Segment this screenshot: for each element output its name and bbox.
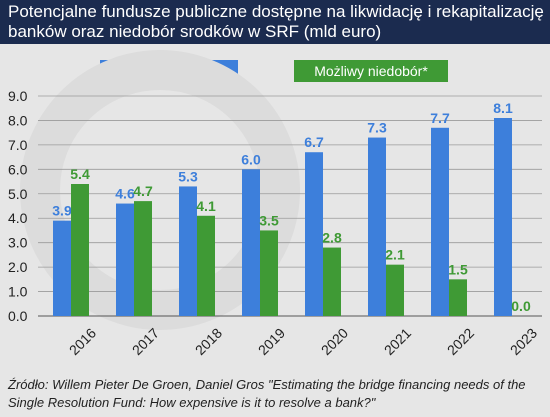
data-label: 8.1 [493,100,513,116]
data-label: 4.7 [133,183,153,199]
y-tick-label: 7.0 [8,137,28,153]
bar [260,230,278,316]
x-tick-label: 2021 [381,325,414,358]
bar [323,247,341,316]
data-label: 2.8 [322,230,342,246]
source-note: Źródło: Willem Pieter De Groen, Daniel G… [8,377,526,410]
bar [449,279,467,316]
data-label: 7.3 [367,120,387,136]
x-tick-label: 2022 [444,325,477,358]
bar [305,152,323,316]
data-label: 6.0 [241,151,261,167]
bar [197,215,215,316]
y-tick-label: 3.0 [8,235,28,251]
data-label: 5.4 [70,166,90,182]
bar [134,201,152,316]
data-label: 6.7 [304,134,324,150]
x-tick-label: 2016 [66,325,99,358]
data-label: 3.5 [259,212,279,228]
bar [431,127,449,317]
legend-item-possible-shortfall: Możliwy niedobór* [294,60,448,82]
bar [179,186,197,316]
title-bar: Potencjalne fundusze publiczne dostępne … [0,0,550,44]
bar [494,118,512,316]
data-label: 7.7 [430,110,450,126]
watermark-ring [20,50,300,330]
data-label: 2.1 [385,247,405,263]
data-label: 4.1 [196,198,216,214]
data-label: 0.0 [511,298,531,314]
x-tick-label: 2018 [192,325,225,358]
bar-chart: 0.0 1.0 2.0 3.0 4.0 5.0 6.0 7.0 8.0 9.0 2016 3.9 5.4… [8,50,542,359]
bar [386,264,404,316]
chart-title: Potencjalne fundusze publiczne dostępne … [8,2,544,41]
bar [368,137,386,316]
bar [242,169,260,316]
data-label: 1.5 [448,261,468,277]
y-tick-label: 4.0 [8,210,28,226]
bar [71,184,89,316]
y-tick-label: 0.0 [8,308,28,324]
x-tick-label: 2019 [255,325,288,358]
data-label: 4.6 [115,186,135,202]
x-tick-label: 2023 [507,325,540,358]
bar [116,203,134,316]
y-tick-label: 1.0 [8,284,28,300]
bar [53,220,71,316]
y-tick-label: 5.0 [8,186,28,202]
data-label: 3.9 [52,203,72,219]
y-tick-label: 6.0 [8,161,28,177]
y-tick-label: 8.0 [8,112,28,128]
y-tick-label: 9.0 [8,88,28,104]
x-tick-label: 2020 [318,325,351,358]
y-tick-label: 2.0 [8,259,28,275]
data-label: 5.3 [178,168,198,184]
